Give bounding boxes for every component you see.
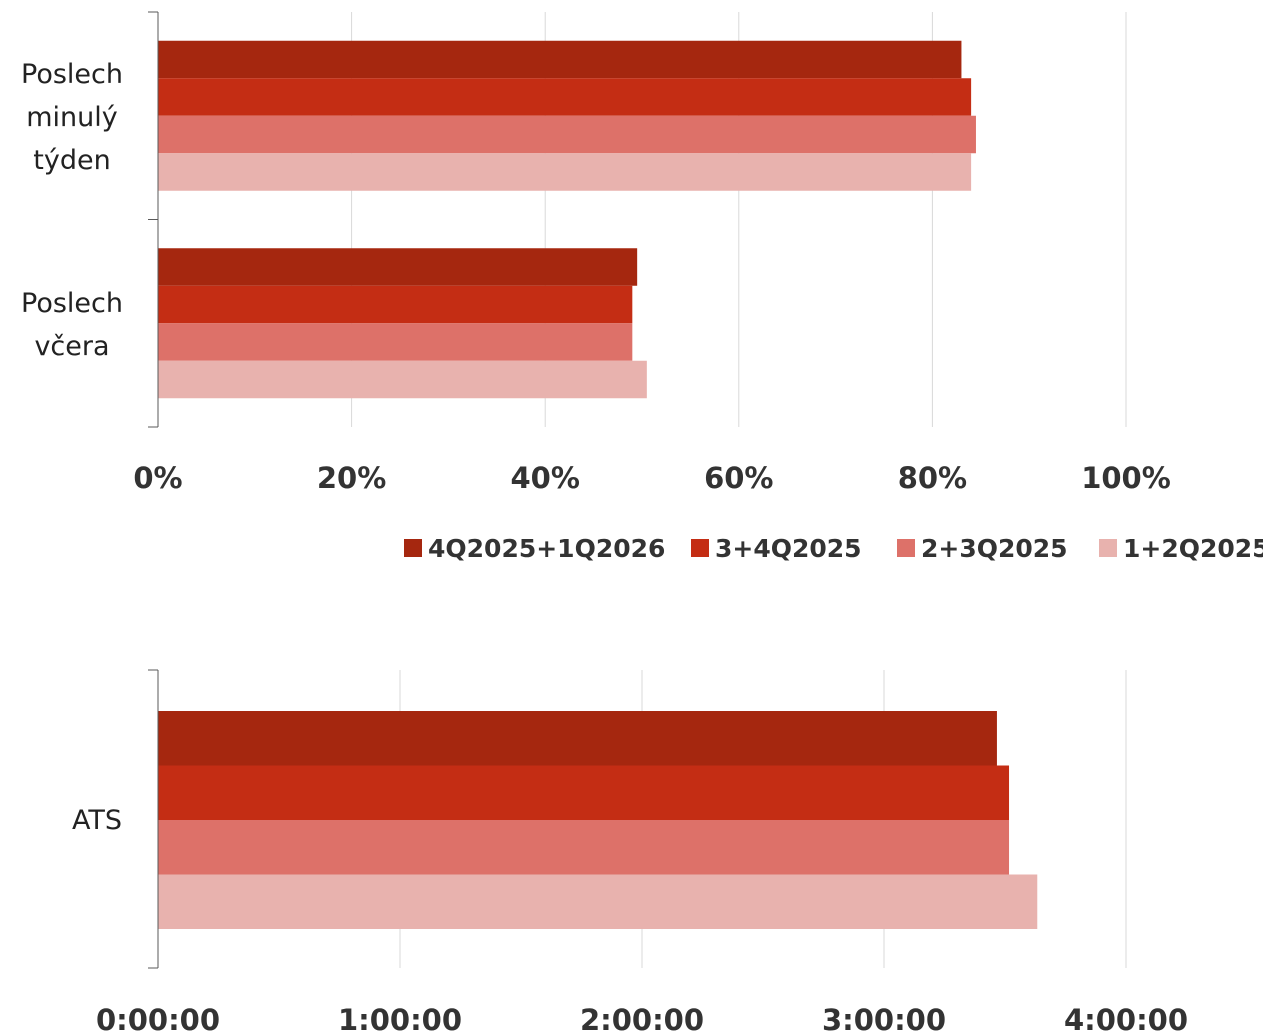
bar bbox=[158, 874, 1038, 929]
legend-label: 2+3Q2025 bbox=[921, 534, 1068, 563]
x-tick-label: 4:00:00 bbox=[1064, 1003, 1188, 1036]
chart-percent-listening: 0% 20% 40% 60% 80% 100% Poslech minulý týden Posl… bbox=[21, 11, 1171, 495]
legend: 4Q2025+1Q2026 3+4Q2025 2+3Q2025 1+2Q2025 bbox=[404, 534, 1263, 563]
bar bbox=[158, 285, 633, 324]
legend-swatch bbox=[404, 539, 422, 557]
x-tick-label: 2:00:00 bbox=[580, 1003, 704, 1036]
legend-swatch bbox=[691, 539, 709, 557]
category-label: ATS bbox=[72, 805, 122, 836]
bar bbox=[158, 360, 647, 399]
bar bbox=[158, 40, 962, 79]
x-tick-label: 0:00:00 bbox=[96, 1003, 220, 1036]
x-tick-label: 100% bbox=[1081, 461, 1171, 495]
x-tick-label: 60% bbox=[704, 461, 773, 495]
x-tick-label: 3:00:00 bbox=[822, 1003, 946, 1036]
bar bbox=[158, 820, 1010, 875]
bar bbox=[158, 765, 1010, 820]
bar bbox=[158, 248, 638, 286]
x-tick-label: 40% bbox=[510, 461, 579, 495]
bar bbox=[158, 115, 976, 154]
legend-label: 1+2Q2025 bbox=[1123, 534, 1263, 563]
x-tick-label: 80% bbox=[898, 461, 967, 495]
category-label: Poslech bbox=[21, 59, 123, 90]
legend-swatch bbox=[1099, 539, 1117, 557]
x-tick-label: 0% bbox=[133, 461, 182, 495]
bar bbox=[158, 323, 633, 361]
legend-label: 4Q2025+1Q2026 bbox=[428, 534, 665, 563]
category-label: Poslech bbox=[21, 288, 123, 319]
category-label: včera bbox=[34, 331, 109, 362]
x-tick-label: 1:00:00 bbox=[338, 1003, 462, 1036]
category-label: minulý bbox=[26, 102, 118, 133]
x-tick-label: 20% bbox=[317, 461, 386, 495]
legend-label: 3+4Q2025 bbox=[715, 534, 862, 563]
bar bbox=[158, 153, 972, 191]
bar bbox=[158, 78, 972, 116]
category-label: týden bbox=[33, 145, 110, 176]
bar bbox=[158, 711, 997, 766]
chart-ats: 0:00:00 1:00:00 2:00:00 3:00:00 4:00:00 ATS bbox=[72, 669, 1188, 1036]
legend-swatch bbox=[897, 539, 915, 557]
